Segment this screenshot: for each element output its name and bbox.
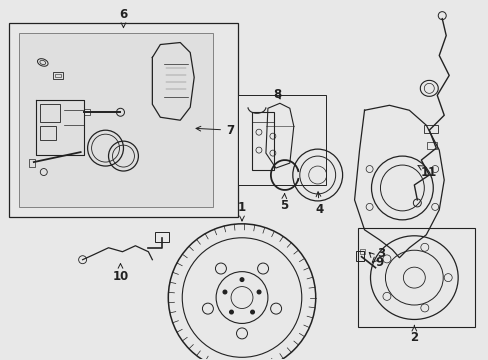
- Circle shape: [250, 310, 254, 314]
- Bar: [40, 104, 60, 122]
- Bar: [251, 112, 273, 170]
- Bar: [9, 23, 238, 217]
- Bar: [427, 142, 436, 149]
- Bar: [355, 251, 363, 261]
- Text: 2: 2: [409, 325, 418, 344]
- Circle shape: [223, 290, 226, 294]
- Text: 1: 1: [238, 201, 245, 221]
- Text: 6: 6: [119, 8, 127, 27]
- Text: 4: 4: [315, 192, 323, 216]
- Bar: [357, 228, 474, 328]
- Bar: [40, 126, 56, 140]
- Text: 8: 8: [273, 88, 282, 101]
- Bar: [29, 159, 35, 167]
- Bar: [55, 75, 61, 77]
- Bar: [19, 32, 213, 207]
- Text: 9: 9: [368, 252, 383, 269]
- Text: 3: 3: [371, 247, 385, 262]
- Circle shape: [257, 290, 260, 294]
- Bar: [359, 249, 364, 254]
- Circle shape: [229, 310, 233, 314]
- Circle shape: [240, 278, 244, 282]
- Text: 5: 5: [279, 194, 287, 212]
- Bar: [238, 95, 325, 185]
- Text: 10: 10: [112, 264, 128, 283]
- Bar: [424, 125, 437, 133]
- Bar: [53, 72, 62, 80]
- Text: 11: 11: [417, 166, 436, 179]
- Bar: [83, 109, 89, 115]
- Text: 7: 7: [196, 124, 234, 137]
- Bar: [155, 232, 169, 242]
